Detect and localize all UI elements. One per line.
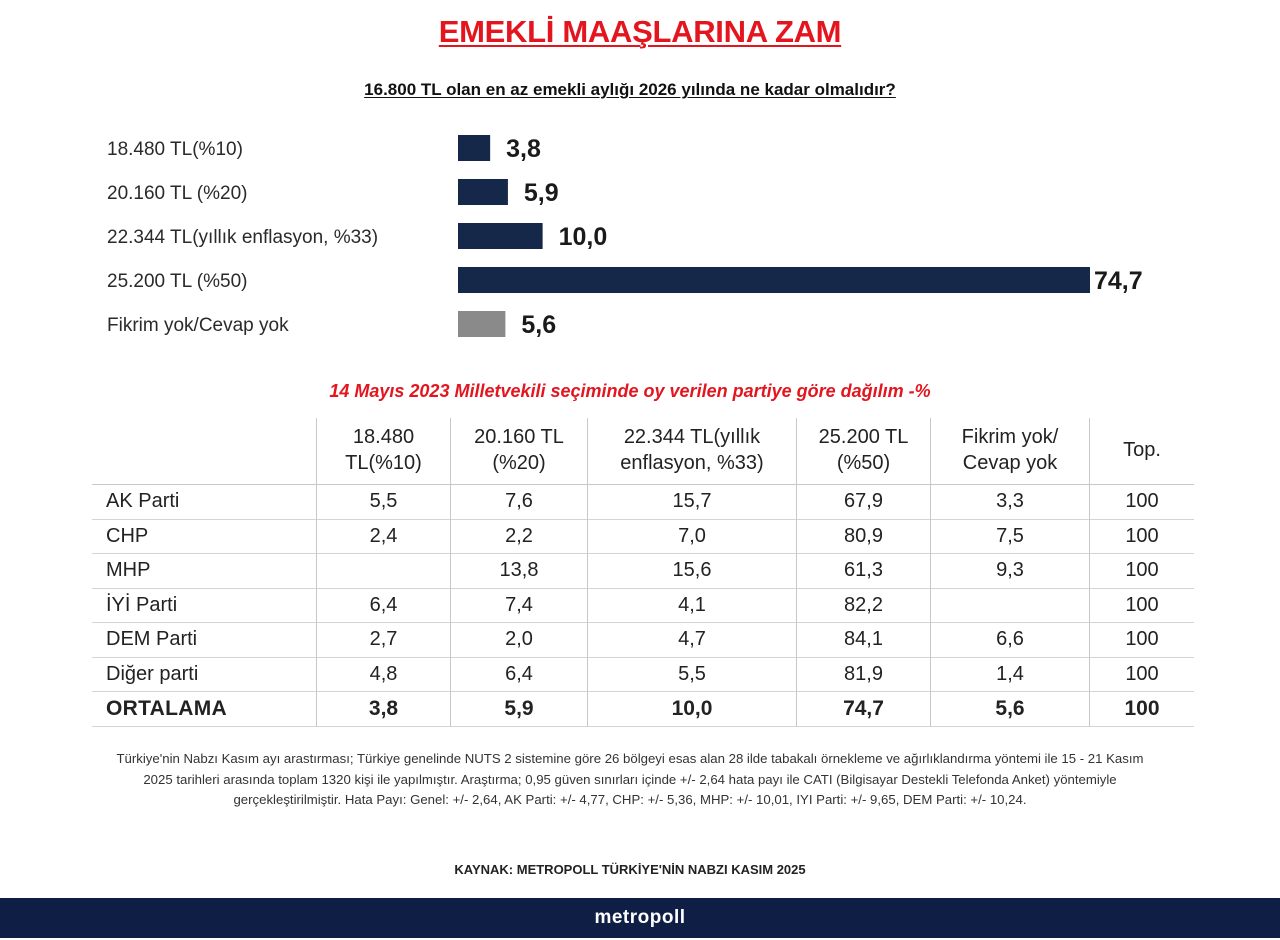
header-cell-total: Top.	[1089, 418, 1194, 485]
bar	[458, 267, 1090, 293]
party-cell: AK Parti	[106, 490, 180, 513]
data-label: 10,0	[559, 223, 608, 251]
value-cell: 82,2	[796, 588, 931, 623]
bar	[458, 223, 543, 249]
header-cell-33pct: 22.344 TL(yıllık enflasyon, %33)	[587, 418, 797, 485]
category-label: 20.160 TL (%20)	[107, 183, 247, 204]
source-line: KAYNAK: METROPOLL TÜRKİYE'NİN NABZI KASI…	[454, 862, 806, 877]
value-cell: 67,9	[796, 484, 931, 519]
value-cell: 6,4	[450, 657, 588, 692]
value-cell: 100	[1089, 691, 1194, 726]
category-label: Fikrim yok/Cevap yok	[107, 315, 289, 336]
value-cell: 81,9	[796, 657, 931, 692]
value-cell: 3,3	[930, 484, 1090, 519]
header-cell-10pct: 18.480 TL(%10)	[316, 418, 451, 485]
table-header-row: 18.480 TL(%10) 20.160 TL (%20) 22.344 TL(y…	[92, 418, 1194, 485]
value-cell: 100	[1089, 622, 1194, 657]
value-cell: 80,9	[796, 519, 931, 554]
bar	[458, 135, 491, 161]
value-cell: 84,1	[796, 622, 931, 657]
value-cell: 4,7	[587, 622, 797, 657]
bar-chart: 18.480 TL(%10) 3,8 20.160 TL (%20) 5,9 22.34…	[107, 135, 1143, 339]
distribution-table: 18.480 TL(%10) 20.160 TL (%20) 22.344 TL(y…	[92, 418, 1194, 727]
value-cell: 2,7	[316, 622, 451, 657]
party-cell: CHP	[106, 524, 149, 547]
value-cell: 74,7	[796, 691, 931, 726]
value-cell: 100	[1089, 484, 1194, 519]
party-cell: Diğer parti	[106, 662, 199, 685]
party-cell: ORTALAMA	[106, 696, 227, 720]
value-cell: 100	[1089, 657, 1194, 692]
data-label: 5,6	[521, 311, 556, 339]
value-cell: 7,6	[450, 484, 588, 519]
value-cell: 15,7	[587, 484, 797, 519]
value-cell: 4,1	[587, 588, 797, 623]
table-row: Diğer parti 4,8 6,4 5,5 81,9 1,4 100	[92, 657, 1194, 692]
value-cell: 15,6	[587, 553, 797, 588]
value-cell: 100	[1089, 519, 1194, 554]
data-label: 3,8	[506, 135, 541, 163]
title-text: EMEKLİ MAAŞLARINA ZAM	[438, 14, 842, 49]
category-label: 18.480 TL(%10)	[107, 139, 243, 160]
bar	[458, 179, 508, 205]
value-cell: 10,0	[587, 691, 797, 726]
value-cell: 3,8	[316, 691, 451, 726]
data-label: 74,7	[1094, 267, 1143, 295]
value-cell: 13,8	[450, 553, 588, 588]
party-cell: İYİ Parti	[106, 593, 178, 616]
value-cell: 2,0	[450, 622, 588, 657]
value-cell: 7,5	[930, 519, 1090, 554]
value-cell	[316, 553, 451, 588]
page-title: EMEKLİ MAAŞLARINA ZAM	[0, 14, 1280, 50]
value-cell: 2,4	[316, 519, 451, 554]
methodology-note: Türkiye'nin Nabzı Kasım ayı arastırması;…	[116, 751, 1144, 808]
header-cell-party	[92, 418, 317, 485]
value-cell: 2,2	[450, 519, 588, 554]
value-cell: 100	[1089, 588, 1194, 623]
value-cell: 1,4	[930, 657, 1090, 692]
value-cell: 61,3	[796, 553, 931, 588]
table-row: MHP 13,8 15,6 61,3 9,3 100	[92, 553, 1194, 588]
table-row: DEM Parti 2,7 2,0 4,7 84,1 6,6 100	[92, 622, 1194, 657]
value-cell: 5,5	[587, 657, 797, 692]
value-cell: 5,5	[316, 484, 451, 519]
chart-question: 16.800 TL olan en az emekli aylığı 2026 …	[0, 80, 1260, 100]
header-cell-20pct: 20.160 TL (%20)	[450, 418, 588, 485]
category-label: 25.200 TL (%50)	[107, 271, 247, 292]
value-cell	[930, 588, 1090, 623]
table-row: CHP 2,4 2,2 7,0 80,9 7,5 100	[92, 519, 1194, 554]
table-title: 14 Mayıs 2023 Milletvekili seçiminde oy …	[329, 381, 931, 401]
category-label: 22.344 TL(yıllık enflasyon, %33)	[107, 227, 378, 248]
table-body: AK Parti 5,5 7,6 15,7 67,9 3,3 100 CHP 2,4 2,2 7,0…	[92, 484, 1194, 726]
question-text: 16.800 TL olan en az emekli aylığı 2026 …	[364, 80, 896, 99]
value-cell: 100	[1089, 553, 1194, 588]
header-cell-no-opinion: Fikrim yok/Cevap yok	[930, 418, 1090, 485]
brand-logo-text: metropoll	[594, 907, 686, 928]
value-cell: 5,9	[450, 691, 588, 726]
footer-band: metropoll	[0, 898, 1280, 938]
value-cell: 7,4	[450, 588, 588, 623]
value-cell: 9,3	[930, 553, 1090, 588]
table-average-row: ORTALAMA 3,8 5,9 10,0 74,7 5,6 100	[92, 691, 1194, 726]
value-cell: 4,8	[316, 657, 451, 692]
table-row: İYİ Parti 6,4 7,4 4,1 82,2 100	[92, 588, 1194, 623]
value-cell: 6,4	[316, 588, 451, 623]
bar	[458, 311, 506, 337]
header-cell-50pct: 25.200 TL (%50)	[796, 418, 931, 485]
party-cell: DEM Parti	[106, 628, 198, 651]
party-cell: MHP	[106, 559, 151, 582]
data-label: 5,9	[524, 179, 559, 207]
value-cell: 7,0	[587, 519, 797, 554]
value-cell: 5,6	[930, 691, 1090, 726]
table-row: AK Parti 5,5 7,6 15,7 67,9 3,3 100	[92, 484, 1194, 519]
value-cell: 6,6	[930, 622, 1090, 657]
